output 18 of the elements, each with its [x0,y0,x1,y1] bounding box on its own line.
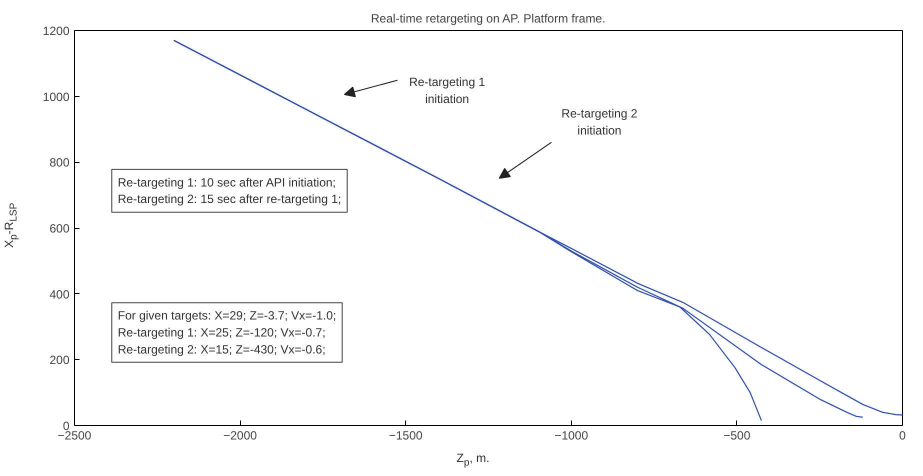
annotation: Re-targeting 1 initiation [409,75,486,106]
annotation: For given targets: X=29; Z=-3.7; Vx=-1.0; Re-targeting 1: X=25; Z=-120; Vx=-0.7; Re-targeting 2: X=15; Z=-430; Vx=-0.6; [118,308,336,356]
annotation: Re-targeting 2 initiation [561,106,638,138]
y-tick-label: 1000 [42,90,70,104]
annotation: Re-targeting 1: 10 sec after API initiation; Re-targeting 2: 15 sec after re-targeting 1; [118,175,342,206]
x-tick-label: −1500 [388,428,423,442]
y-tick-label: 400 [49,287,70,302]
x-tick-label: −2000 [223,428,258,442]
x-tick-label: 0 [899,428,906,442]
y-tick-label: 200 [49,353,70,368]
y-tick-label: 1200 [42,24,70,38]
x-tick-label: −500 [723,428,751,442]
y-tick-label: 800 [49,156,70,170]
y-tick-label: 600 [49,222,70,236]
x-tick-label: −2500 [58,428,92,442]
x-axis-title: Z$_{p}$, m. [456,451,490,468]
chart-title: Real-time retargeting on AP. Platform frame. [370,12,606,26]
x-tick-label: −1000 [554,428,588,442]
